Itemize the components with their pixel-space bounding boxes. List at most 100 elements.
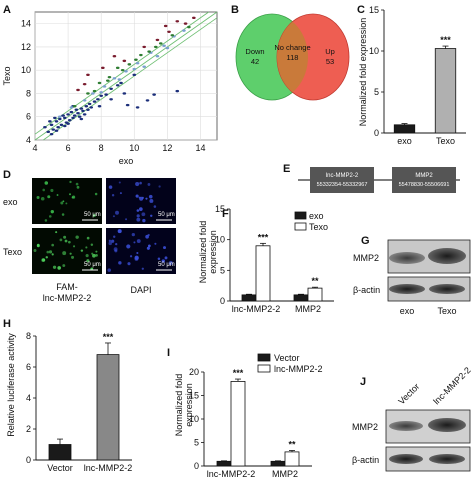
scatter-point-0-48 (132, 73, 137, 77)
cell-dot-1-8 (139, 181, 142, 185)
cell-dot-3-27 (129, 255, 133, 258)
venn-overlap-name: No change (274, 43, 310, 52)
scale-bar-label-1: 50 μm (84, 212, 101, 218)
cell-dot-1-21 (139, 207, 143, 211)
scatter-point-3-11 (82, 82, 87, 86)
scatter-point-0-33 (92, 100, 97, 103)
scatter-point-0-6 (58, 117, 62, 121)
bar-chart-f-y-label-2: expression (208, 230, 218, 274)
micro-col-fam-2: lnc-MMP2-2 (43, 293, 92, 303)
scatter-x-tick-5: 14 (195, 143, 205, 153)
legend-f-label-1: Texo (309, 222, 328, 232)
scatter-point-1-4 (102, 85, 107, 88)
cell-dot-2-18 (51, 243, 54, 247)
blot-g-band-mmp2-texo (428, 248, 466, 264)
cell-dot-1-22 (142, 218, 146, 223)
scatter-point-0-37 (109, 87, 113, 91)
cell-dot-1-7 (141, 212, 146, 217)
panel-label-b: B (231, 4, 239, 16)
panel-label-i: I (167, 347, 170, 359)
cell-dot-1-14 (153, 205, 157, 208)
scatter-point-0-3 (51, 128, 55, 131)
bar-chart-c-y-tick-3: 15 (369, 5, 379, 15)
bar-chart-h-category-0: Vector (47, 463, 73, 473)
cell-dot-3-6 (145, 234, 149, 239)
blot-g-label-mmp2: MMP2 (353, 253, 379, 263)
bar-chart-i-y-tick-0: 0 (194, 461, 199, 471)
scatter-point-2-8 (97, 81, 102, 85)
scatter-y-tick-5: 14 (21, 19, 31, 29)
panel-label-h: H (3, 318, 11, 330)
scatter-point-2-10 (107, 75, 112, 79)
cell-dot-1-13 (136, 209, 140, 212)
bar-chart-f-y-tick-1: 5 (220, 265, 225, 275)
cell-dot-3-8 (111, 239, 115, 243)
blot-j-lane-lnc: lnc-MMP2-2 (431, 365, 472, 406)
cell-dot-3-23 (168, 260, 173, 266)
micro-cells (33, 180, 173, 272)
scatter-y-ticks: 4 6 8 10 12 14 (21, 19, 31, 145)
bar-chart-i-y-tick-4: 20 (189, 367, 199, 377)
bar-chart-h-bar-0 (48, 444, 72, 461)
gene-schematic-e: lnc-MMP2-2 55332354-55332967 MMP2 554788… (298, 167, 460, 193)
scatter-point-0-46 (152, 93, 156, 96)
panel-label-c: C (357, 4, 365, 16)
scatter-y-label: Texo (2, 66, 12, 85)
cell-dot-0-14 (36, 195, 40, 199)
scatter-point-1-7 (135, 62, 140, 65)
scatter-point-0-45 (145, 99, 150, 102)
gene-mmp2-name: MMP2 (415, 173, 433, 179)
cell-dot-2-10 (62, 251, 67, 256)
scatter-point-3-7 (167, 30, 171, 33)
cell-dot-0-15 (94, 192, 98, 196)
scatter-y-tick-4: 12 (21, 42, 31, 52)
cell-dot-3-11 (115, 242, 118, 246)
scatter-x-tick-1: 6 (66, 143, 71, 153)
bar-chart-h-significance-0: *** (103, 332, 114, 342)
panel-label-g: G (361, 235, 370, 247)
blot-j-band-actin-vector (389, 454, 423, 464)
legend-i-label-1: lnc-MMP2-2 (274, 364, 323, 374)
bar-chart-i-category-0: lnc-MMP2-2 (207, 469, 256, 479)
bar-chart-c-ticks: 0 5 10 15 (369, 5, 379, 138)
blot-j-lane-vector: Vector (396, 381, 421, 406)
bar-chart-i-y-tick-3: 15 (189, 391, 199, 401)
cell-dot-2-17 (41, 258, 46, 262)
scatter-point-3-9 (183, 22, 188, 25)
cell-dot-2-26 (62, 264, 66, 268)
venn-diagram-b: Down 42 No change 118 Up 53 (235, 13, 350, 101)
venn-right-count: 53 (326, 57, 334, 66)
scatter-point-1-13 (117, 78, 122, 81)
scatter-point-2-3 (120, 68, 125, 72)
cell-dot-1-3 (115, 210, 119, 215)
scatter-plot-a: 4 6 8 10 12 14 4 6 8 10 12 14 exo Texo (2, 11, 218, 166)
gene-lnc-name: lnc-MMP2-2 (326, 173, 359, 179)
venn-left-count: 42 (251, 57, 259, 66)
blot-g-band-mmp2-exo (389, 252, 425, 264)
bar-chart-f-ticks: 0 5 10 15 (215, 204, 225, 306)
scatter-point-0-31 (62, 124, 67, 128)
scatter-point-0-28 (48, 120, 52, 123)
cell-dot-1-19 (149, 198, 154, 203)
cell-dot-3-20 (154, 242, 157, 245)
venn-overlap-count: 118 (287, 53, 299, 62)
legend-i-swatch-1 (257, 364, 271, 373)
cell-dot-1-0 (125, 218, 128, 221)
cell-dot-2-29 (85, 254, 89, 258)
gene-lnc-range: 55332354-55332967 (317, 182, 368, 188)
scatter-point-0-24 (89, 106, 94, 109)
scale-bar-label-2: 50 μm (158, 212, 175, 218)
bar-chart-i-significance-1: ** (288, 439, 296, 449)
blot-g-lane-texo: Texo (437, 306, 456, 316)
cell-dot-0-21 (47, 195, 51, 199)
scatter-point-0-20 (82, 113, 87, 116)
scatter-point-2-4 (134, 58, 138, 61)
scatter-point-1-9 (162, 44, 166, 47)
cell-dot-3-3 (161, 259, 165, 263)
bar-chart-i-bar-0-0 (216, 460, 232, 467)
scatter-point-0-16 (76, 112, 80, 115)
bar-chart-c-y-tick-2: 10 (369, 46, 379, 56)
legend-f-label-0: exo (309, 211, 324, 221)
